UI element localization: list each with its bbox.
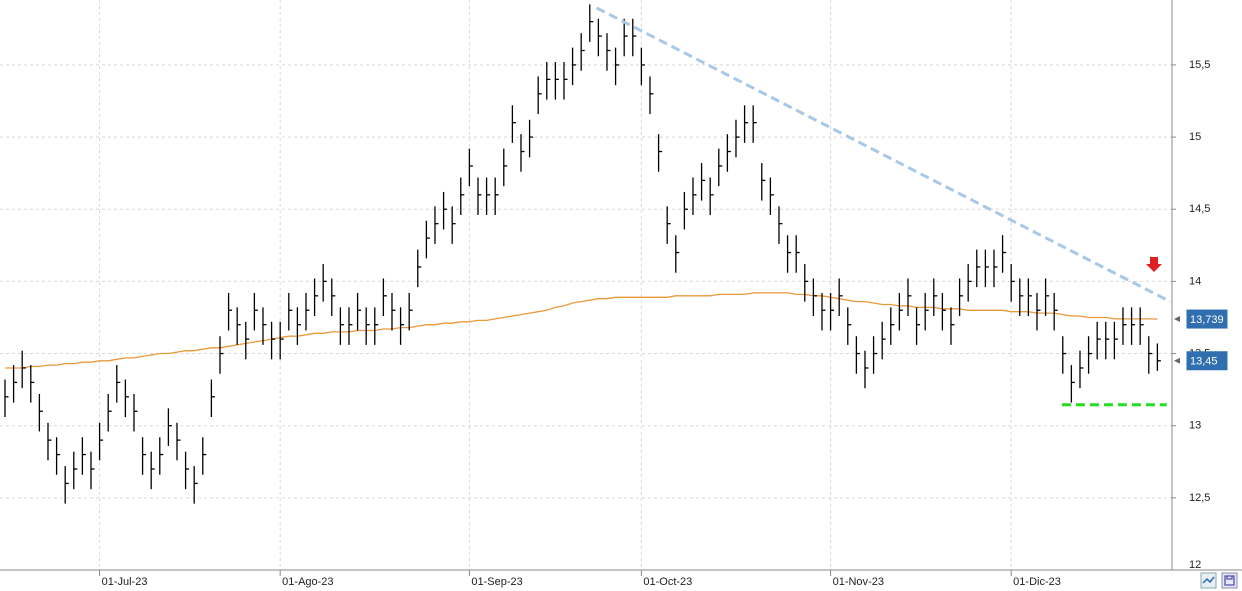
- price-tag-box: [1186, 309, 1228, 329]
- sell-arrow: [1146, 257, 1162, 272]
- price-tag-label: 13,739: [1190, 314, 1224, 326]
- y-tick-label: 12: [1189, 559, 1201, 571]
- save-icon[interactable]: [1221, 572, 1238, 589]
- x-tick-label: 01-Jul-23: [102, 576, 148, 588]
- x-tick-label: 01-Nov-23: [833, 576, 884, 588]
- trendline: [595, 6, 1171, 303]
- zoom-glyph: [1202, 576, 1215, 584]
- y-tick-label: 13: [1189, 420, 1201, 432]
- plot: [4, 4, 1171, 504]
- y-tick-label: 15,5: [1189, 59, 1210, 71]
- y-tick-label: 12,5: [1189, 492, 1210, 504]
- x-tick-label: 01-Sep-23: [471, 576, 522, 588]
- y-tick-label: 15: [1189, 131, 1201, 143]
- x-tick-label: 01-Ago-23: [282, 576, 333, 588]
- x-tick-label: 01-Dic-23: [1013, 576, 1061, 588]
- y-tick-label: 14: [1189, 275, 1201, 287]
- price-tag-arrow: [1174, 316, 1180, 323]
- price-tag-label: 13,45: [1190, 356, 1218, 368]
- save-glyph: [1224, 575, 1235, 586]
- price-tag-arrow: [1174, 357, 1180, 364]
- x-tick-label: 01-Oct-23: [643, 576, 692, 588]
- moving-average: [5, 292, 1158, 369]
- price-tag-box: [1186, 351, 1228, 371]
- y-tick-label: 14,5: [1189, 203, 1210, 215]
